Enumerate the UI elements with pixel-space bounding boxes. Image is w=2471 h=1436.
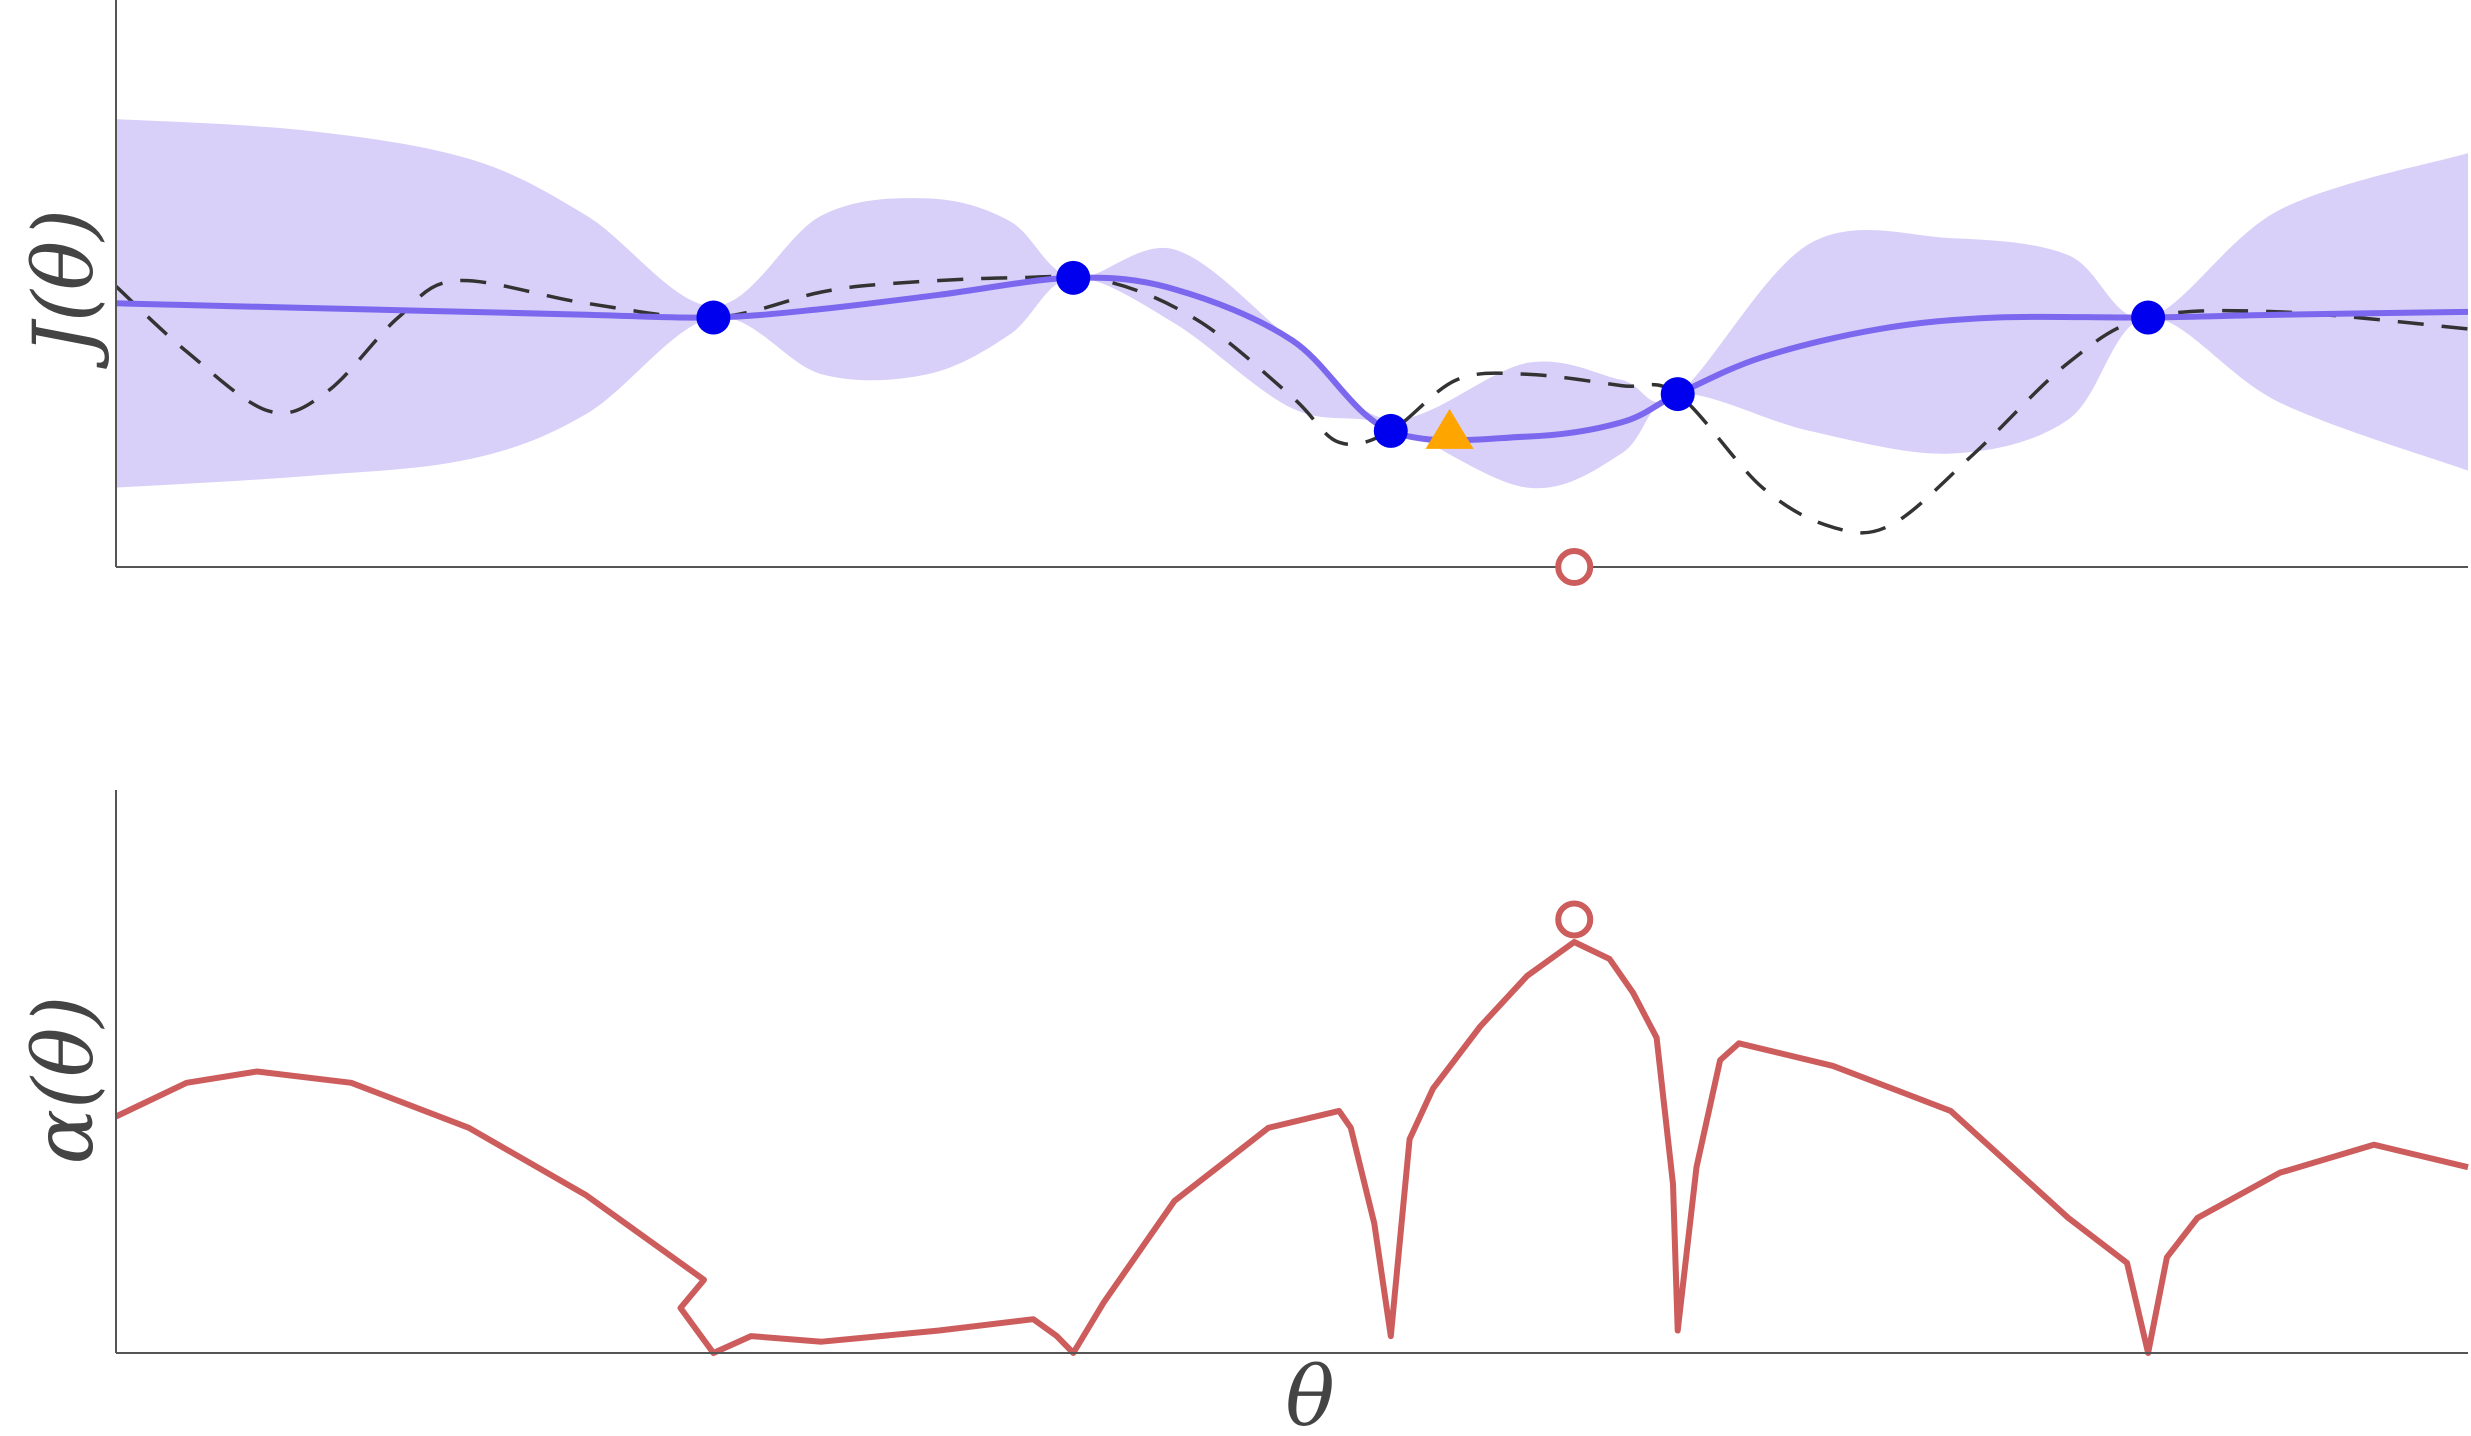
observation-point xyxy=(1660,377,1695,412)
observation-point xyxy=(1373,413,1408,448)
y-axis-label: α(θ) xyxy=(17,996,112,1165)
current-best-marker xyxy=(1425,408,1474,449)
true-objective-line xyxy=(114,274,2469,535)
gp-surrogate-panel: J(θ) xyxy=(17,0,2469,586)
acquisition-line xyxy=(114,939,2469,1356)
acquisition-max-marker xyxy=(1555,900,1594,939)
observation-points xyxy=(696,260,2166,448)
observation-point xyxy=(696,300,731,335)
x-axis-label: θ xyxy=(1285,1350,1334,1436)
acquisition-panel: α(θ) θ xyxy=(17,790,2469,1436)
observation-point xyxy=(1056,260,1091,295)
gp-mean-line xyxy=(115,274,2469,444)
observation-point xyxy=(2131,300,2166,335)
y-axis-label: J(θ) xyxy=(17,209,112,369)
confidence-band xyxy=(116,119,2468,489)
next-query-marker xyxy=(1555,548,1594,586)
